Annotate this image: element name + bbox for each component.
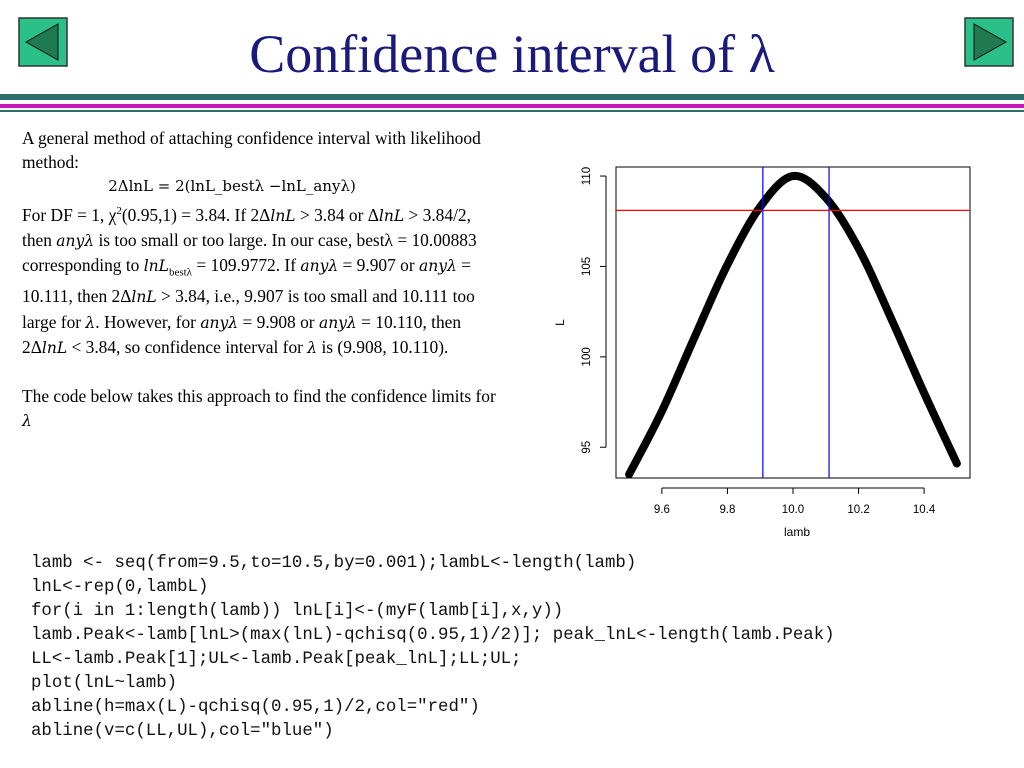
- slide-title: Confidence interval of λ: [249, 24, 775, 84]
- paragraph-2: The code below takes this approach to fi…: [22, 386, 496, 431]
- plot-frame: [615, 166, 971, 479]
- divider-magenta: [0, 104, 1024, 108]
- code-line: lamb.Peak<-lamb[lnL>(max(lnL)-qchisq(0.9…: [31, 626, 835, 645]
- code-line: lamb <- seq(from=9.5,to=10.5,by=0.001);l…: [31, 554, 637, 573]
- y-tick-label: 110: [581, 167, 593, 185]
- next-slide-button[interactable]: [964, 17, 1014, 67]
- paragraph-1: For DF = 1, χ2(0.95,1) = 3.84. If 2ΔlnL …: [22, 204, 477, 357]
- y-tick-label: 105: [581, 257, 593, 276]
- triangle-right-icon: [964, 17, 1014, 67]
- x-tick-label: 9.8: [719, 504, 735, 516]
- code-line: plot(lnL~lamb): [31, 674, 178, 693]
- code-line: abline(h=max(L)-qchisq(0.95,1)/2,col="re…: [31, 698, 480, 717]
- y-axis-label: L: [553, 319, 567, 326]
- x-axis-label: lamb: [784, 525, 810, 539]
- x-tick-label: 10.2: [847, 504, 869, 516]
- code-line: abline(v=c(LL,UL),col="blue"): [31, 722, 334, 741]
- formula: 2ΔlnL = 2(lnL_bestλ −lnL_anyλ): [108, 177, 356, 196]
- x-tick-label: 10.4: [913, 504, 936, 516]
- intro-text: A general method of attaching confidence…: [22, 128, 481, 173]
- divider-teal-thin: [0, 110, 1024, 112]
- data-curve: [625, 171, 961, 479]
- x-tick-label: 9.6: [654, 504, 670, 516]
- previous-slide-button[interactable]: [18, 17, 68, 67]
- x-tick-label: 10.0: [782, 504, 804, 516]
- y-tick-label: 95: [581, 441, 593, 454]
- code-block: lamb <- seq(from=9.5,to=10.5,by=0.001);l…: [31, 552, 835, 744]
- code-line: for(i in 1:length(lamb)) lnL[i]<-(myF(la…: [31, 602, 564, 621]
- likelihood-plot: 9.6 9.8 10.0 10.2 10.4 lamb 95 100 105 110 L: [553, 166, 971, 539]
- y-tick-label: 100: [581, 347, 593, 366]
- code-line: lnL<-rep(0,lambL): [31, 578, 209, 597]
- divider-teal: [0, 94, 1024, 100]
- body-text: A general method of attaching confidence…: [22, 126, 502, 434]
- code-line: LL<-lamb.Peak[1];UL<-lamb.Peak[peak_lnL]…: [31, 650, 522, 669]
- triangle-left-icon: [18, 17, 68, 67]
